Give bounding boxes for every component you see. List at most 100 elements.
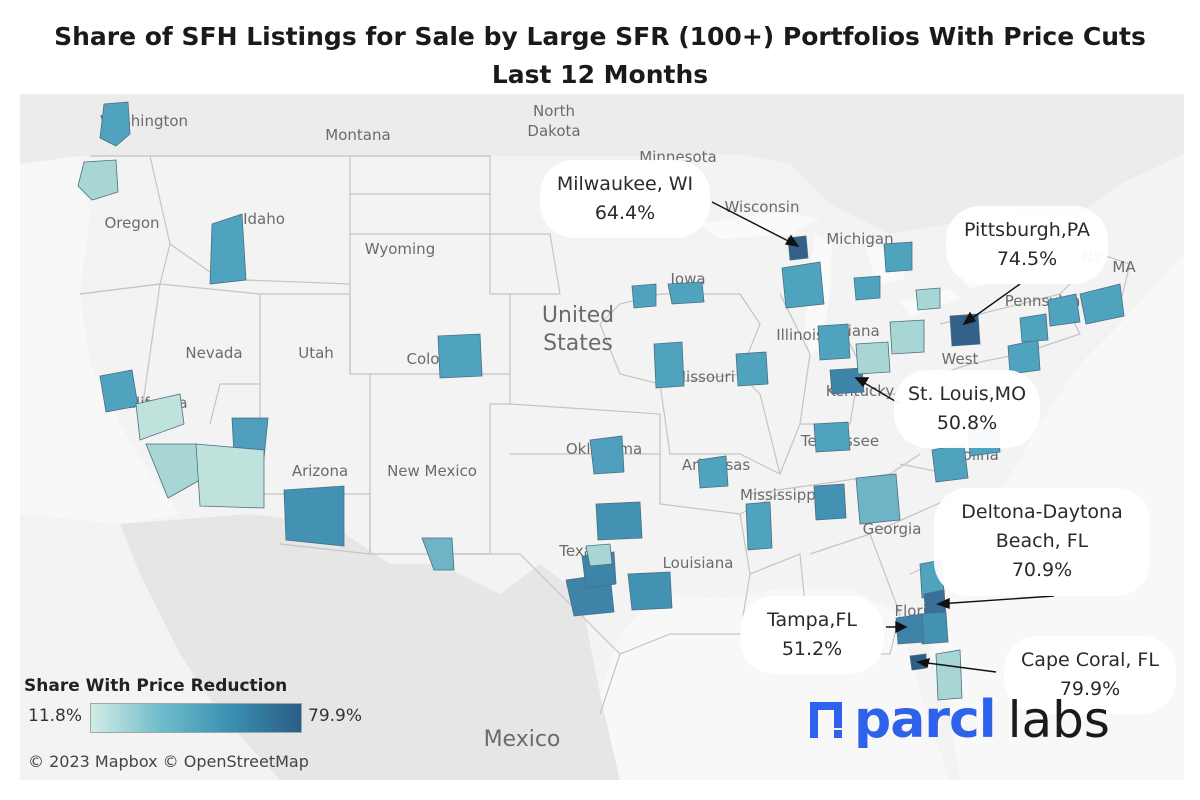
metro-portland[interactable] [77,159,119,201]
map-attribution[interactable]: © 2023 Mapbox © OpenStreetMap [28,752,309,771]
state-label-louisiana: Louisiana [663,554,734,572]
metro-richmond[interactable] [1007,339,1041,375]
map-title: Share of SFH Listings for Sale by Large … [0,18,1200,94]
state-label-newmexico: New Mexico [387,462,477,480]
metro-riverside[interactable] [195,443,265,509]
metro-omaha[interactable] [667,281,705,305]
metro-boise[interactable] [209,213,247,285]
metro-atlanta[interactable] [855,473,901,525]
metro-charlotte[interactable] [931,443,969,483]
metro-birmingham[interactable] [813,483,847,521]
metro-regions[interactable] [77,101,1125,701]
metro-philadelphia[interactable] [1047,293,1081,327]
metro-sacramento[interactable] [99,369,139,413]
callout-pittsburgh-name: Pittsburgh,PA [963,219,1091,241]
legend-max-label: 79.9% [308,706,363,726]
metro-cleveland[interactable] [915,287,941,311]
state-label-michigan: Michigan [826,230,893,248]
state-label-illinois: Illinois [776,326,824,344]
metro-jackson[interactable] [745,501,773,551]
country-label-us-line1: United [542,303,614,328]
callout-deltona: Deltona-Daytona Beach, FL 70.9% [934,488,1150,596]
metro-detroit[interactable] [883,241,913,273]
state-label-ma: MA [1112,258,1136,276]
arrowhead-milwaukee [784,234,800,247]
callout-tampa-name: Tampa,FL [767,609,857,631]
callout-pittsburgh-value: 74.5% [996,248,1058,270]
logo-brand-text: parcl [854,690,997,750]
pacific-ocean [20,156,180,524]
metro-indianapolis[interactable] [817,323,851,361]
state-label-dakota: Dakota [527,122,580,140]
state-label-idaho: Idaho [243,210,285,228]
metro-chicago[interactable] [781,261,825,309]
state-label-arizona: Arizona [292,462,348,480]
arrowhead-tampa [895,620,908,634]
parcl-logo-mark-icon [810,702,842,738]
callout-milwaukee-value: 64.4% [594,202,656,224]
legend-title: Share With Price Reduction [24,676,288,696]
legend-color-ramp [90,703,302,733]
metro-dallas[interactable] [595,501,643,541]
logo-suffix-text: labs [1007,691,1110,749]
metro-fresno[interactable] [135,393,185,441]
metro-oklahoma-city[interactable] [589,435,625,475]
arrow-milwaukee [711,201,799,247]
metro-phoenix[interactable] [283,485,345,547]
title-line-1: Share of SFH Listings for Sale by Large … [54,22,1146,51]
state-label-utah: Utah [298,344,334,362]
arrowhead-capecoral [916,658,930,669]
callout-pittsburgh: Pittsburgh,PA 74.5% [946,206,1108,284]
metro-memphis[interactable] [735,351,769,387]
metro-denver[interactable] [437,333,483,379]
arrow-deltona [937,595,1055,605]
metro-el-paso[interactable] [585,543,613,567]
callout-stlouis-value: 50.8% [936,412,998,434]
metro-tucson[interactable] [421,537,455,571]
metro-tampa[interactable] [895,613,925,645]
state-label-north: North [533,102,575,120]
metro-little-rock[interactable] [697,455,729,489]
state-label-wisconsin: Wisconsin [725,198,800,216]
country-labels: United States Mexico [484,303,615,752]
state-label-missouri: Missouri [673,368,735,386]
state-label-georgia: Georgia [863,520,922,538]
metro-wichita[interactable] [653,341,685,389]
callout-capecoral-name: Cape Coral, FL [1021,649,1159,671]
metro-nashville[interactable] [813,421,851,453]
metro-grand-rapids[interactable] [853,275,881,301]
arrowhead-pittsburgh [962,311,977,326]
state-label-westvirginia: West [942,350,979,368]
metro-columbus[interactable] [889,319,925,355]
callout-deltona-name-1: Deltona-Daytona [961,501,1123,523]
title-line-2: Last 12 Months [491,60,709,89]
callout-deltona-value: 70.9% [1011,559,1073,581]
metro-new-york[interactable] [1079,283,1125,325]
legend-min-label: 11.8% [28,706,83,726]
metro-pittsburgh[interactable] [949,313,981,347]
callout-milwaukee-name: Milwaukee, WI [556,173,694,195]
arrowhead-deltona [936,597,950,609]
metro-kansas-city[interactable] [631,283,657,309]
arrow-capecoral [919,661,997,673]
state-label-montana: Montana [325,126,390,144]
callout-stlouis: St. Louis,MO 50.8% [894,370,1040,448]
state-label-nevada: Nevada [185,344,242,362]
callout-capecoral-value: 79.9% [1059,678,1121,700]
callout-stlouis-name: St. Louis,MO [907,383,1027,405]
metro-miami[interactable] [935,649,963,701]
state-label-wyoming: Wyoming [365,240,435,258]
arrowhead-stlouis [854,377,870,388]
callout-milwaukee: Milwaukee, WI 64.4% [540,160,710,238]
callout-tampa-value: 51.2% [781,638,843,660]
country-label-mexico: Mexico [484,727,561,752]
metro-washington-dc[interactable] [1019,313,1049,343]
metro-cincinnati[interactable] [855,341,891,375]
metro-seattle[interactable] [99,101,131,147]
parcl-labs-logo: parcl labs [806,690,1110,750]
metro-houston[interactable] [627,571,673,611]
metro-st-louis[interactable] [829,367,865,395]
callout-tampa: Tampa,FL 51.2% [740,596,884,674]
country-label-us-line2: States [543,331,613,356]
state-label-mississippi: Mississippi [740,486,820,504]
